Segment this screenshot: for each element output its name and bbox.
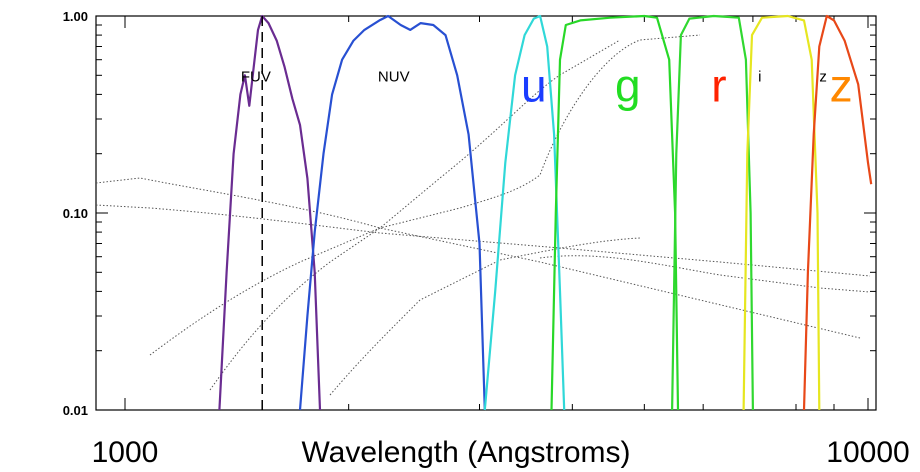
band-label: FUV [241, 68, 271, 85]
band-label: z [819, 68, 827, 85]
reference-spectrum [539, 255, 871, 293]
filter-curve [802, 14, 873, 411]
band-label: NUV [378, 68, 410, 85]
y-tick-label: 1.00 [63, 9, 88, 24]
y-tick-label: 0.10 [63, 206, 88, 221]
filter-curve [550, 14, 680, 411]
x-axis-label-group: Wavelength (Angstroms) [301, 436, 630, 469]
reference-spectra [95, 34, 871, 396]
x-tick-label: 1000 [92, 436, 159, 469]
band-label: u [521, 59, 547, 111]
y-tick-label: 0.01 [63, 403, 88, 418]
band-label: r [711, 59, 726, 111]
reference-spectrum [95, 204, 871, 277]
band-label: z [830, 59, 853, 111]
reference-spectrum [95, 177, 861, 339]
band-labels: FUV NUV u g r i z z [241, 59, 853, 111]
plot-frame [95, 15, 877, 411]
filter-curves [218, 14, 873, 411]
band-label: i [758, 68, 761, 85]
filter-curve [742, 14, 821, 411]
band-label: g [615, 59, 641, 111]
reference-spectrum [329, 237, 641, 396]
x-tick-label: 10000 [826, 436, 909, 469]
tick-labels: 1.00 0.10 0.01 1000 10000 [63, 9, 910, 469]
x-axis-label: Wavelength (Angstroms) [301, 436, 630, 469]
filter-curve [671, 14, 754, 411]
filter-curve [298, 14, 486, 411]
